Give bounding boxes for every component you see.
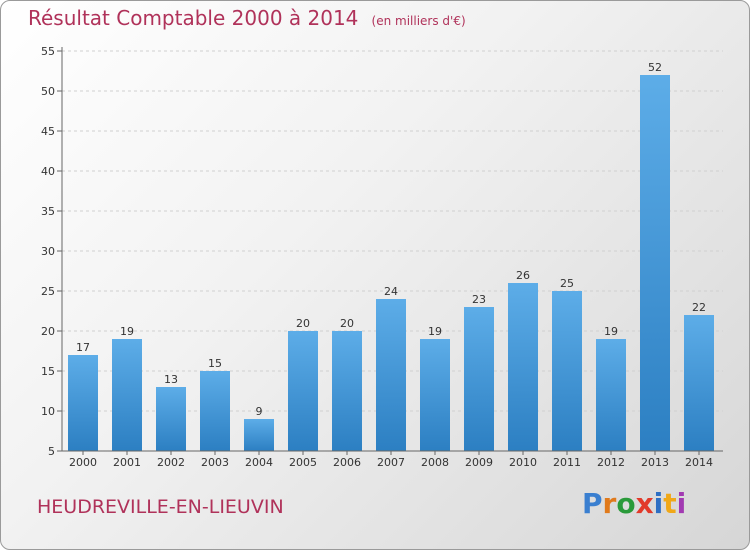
bar xyxy=(156,387,186,451)
bar xyxy=(332,331,362,451)
bar-value-label: 25 xyxy=(560,277,574,290)
bar xyxy=(244,419,274,451)
x-tick-label: 2013 xyxy=(641,456,669,469)
bar-value-label: 20 xyxy=(340,317,354,330)
bar xyxy=(596,339,626,451)
y-tick-label: 10 xyxy=(41,405,55,418)
x-tick-label: 2011 xyxy=(553,456,581,469)
y-tick-label: 50 xyxy=(41,85,55,98)
y-tick-label: 25 xyxy=(41,285,55,298)
bar-value-label: 20 xyxy=(296,317,310,330)
x-tick-label: 2002 xyxy=(157,456,185,469)
bar-value-label: 17 xyxy=(76,341,90,354)
logo-letter: t xyxy=(663,487,677,520)
x-tick-label: 2009 xyxy=(465,456,493,469)
bar xyxy=(464,307,494,451)
x-tick-label: 2004 xyxy=(245,456,273,469)
chart-title-main: Résultat Comptable 2000 à 2014 xyxy=(28,6,359,30)
y-tick-label: 20 xyxy=(41,325,55,338)
chart-unit-note: (en milliers d'€) xyxy=(371,14,466,28)
bar-value-label: 19 xyxy=(604,325,618,338)
y-tick-label: 15 xyxy=(41,365,55,378)
x-tick-label: 2012 xyxy=(597,456,625,469)
x-tick-label: 2005 xyxy=(289,456,317,469)
logo-letter: i xyxy=(676,487,687,520)
x-tick-label: 2008 xyxy=(421,456,449,469)
logo-letter: x xyxy=(635,487,654,520)
x-tick-label: 2000 xyxy=(69,456,97,469)
bar xyxy=(288,331,318,451)
bar-value-label: 9 xyxy=(256,405,263,418)
y-tick-label: 45 xyxy=(41,125,55,138)
logo-letter: i xyxy=(653,487,664,520)
x-tick-label: 2010 xyxy=(509,456,537,469)
x-tick-label: 2003 xyxy=(201,456,229,469)
bar xyxy=(376,299,406,451)
bar-value-label: 22 xyxy=(692,301,706,314)
y-tick-label: 5 xyxy=(48,445,55,458)
x-tick-label: 2001 xyxy=(113,456,141,469)
logo-letter: P xyxy=(582,487,603,520)
chart-title: Résultat Comptable 2000 à 2014 (en milli… xyxy=(28,6,466,30)
proxiti-logo: Proxiti xyxy=(582,487,686,520)
logo-letter: o xyxy=(616,487,636,520)
bar xyxy=(200,371,230,451)
x-tick-label: 2014 xyxy=(685,456,713,469)
bar-value-label: 19 xyxy=(428,325,442,338)
bar xyxy=(112,339,142,451)
x-tick-label: 2006 xyxy=(333,456,361,469)
bar-value-label: 52 xyxy=(648,61,662,74)
bar-value-label: 19 xyxy=(120,325,134,338)
logo-letter: r xyxy=(602,487,617,520)
x-tick-label: 2007 xyxy=(377,456,405,469)
bar xyxy=(640,75,670,451)
bar xyxy=(552,291,582,451)
bar xyxy=(68,355,98,451)
y-tick-label: 40 xyxy=(41,165,55,178)
bar-value-label: 24 xyxy=(384,285,398,298)
bar-value-label: 13 xyxy=(164,373,178,386)
bar xyxy=(508,283,538,451)
bar-value-label: 23 xyxy=(472,293,486,306)
bar-value-label: 15 xyxy=(208,357,222,370)
commune-name: HEUDREVILLE-EN-LIEUVIN xyxy=(37,496,284,518)
y-tick-label: 30 xyxy=(41,245,55,258)
bar-value-label: 26 xyxy=(516,269,530,282)
bar xyxy=(420,339,450,451)
y-tick-label: 35 xyxy=(41,205,55,218)
bar xyxy=(684,315,714,451)
y-tick-label: 55 xyxy=(41,45,55,58)
